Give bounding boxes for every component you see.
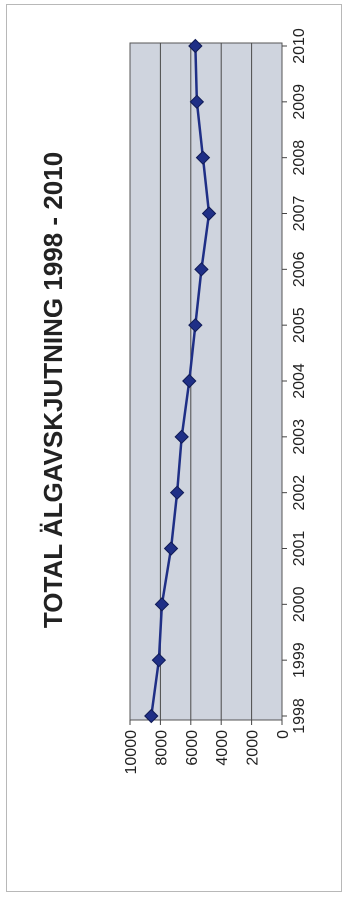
data-point [144,708,159,724]
y-tick-label: 6000 [184,730,201,766]
x-tick-label: 2002 [291,475,308,511]
x-tick-label: 2005 [291,307,308,343]
x-tick-label: 2001 [291,531,308,567]
data-point [189,94,205,110]
y-tick-label: 8000 [153,730,170,766]
data-point [169,485,185,500]
x-tick-label: 2010 [291,28,308,64]
data-point [151,652,167,668]
data-point [163,541,179,556]
y-tick-label: 10000 [123,730,140,775]
y-tick-label: 0 [275,730,292,739]
data-point [182,373,197,389]
x-tick-label: 1998 [291,698,308,734]
x-tick-label: 2009 [291,84,308,120]
x-tick-label: 2004 [291,363,308,399]
x-tick-label: 2008 [291,140,308,176]
y-tick-label: 2000 [245,730,262,766]
x-tick-label: 2007 [291,196,308,232]
x-tick-label: 2003 [291,419,308,455]
x-tick-label: 2006 [291,251,308,287]
chart-title: TOTAL ÄLGAVSKJUTNING 1998 - 2010 [38,152,68,628]
x-tick-label: 1999 [291,642,308,678]
data-point [154,597,170,612]
data-point [195,150,211,165]
data-point [201,206,217,221]
data-point [194,262,209,277]
y-tick-label: 4000 [214,730,231,766]
data-point [188,317,203,333]
plot-area [129,42,283,721]
x-tick-label: 2000 [291,586,308,622]
data-point [174,429,189,445]
data-point [188,38,203,54]
